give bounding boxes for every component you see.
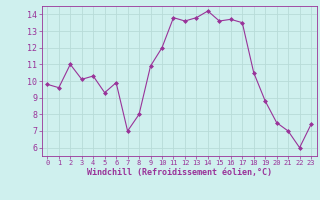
X-axis label: Windchill (Refroidissement éolien,°C): Windchill (Refroidissement éolien,°C)	[87, 168, 272, 177]
